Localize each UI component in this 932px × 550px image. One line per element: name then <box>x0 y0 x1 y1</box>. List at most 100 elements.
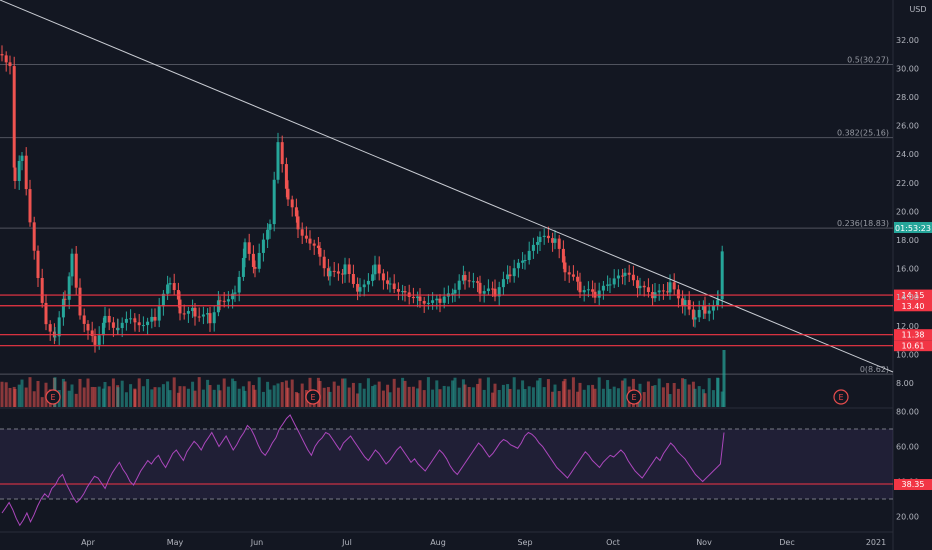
candle-body <box>141 325 145 327</box>
currency-text: USD <box>909 5 926 14</box>
volume-bar <box>286 387 290 407</box>
candle-body <box>247 242 251 254</box>
volume-bar <box>212 389 216 407</box>
earnings-marker-label: E <box>310 393 315 402</box>
volume-bar <box>426 377 430 407</box>
candle-body <box>358 287 362 292</box>
earnings-marker-circle <box>305 389 321 405</box>
candle-body <box>486 288 490 292</box>
rsi-axis-label: 20.00 <box>896 513 919 522</box>
candle-body <box>366 280 370 285</box>
candle-body <box>280 142 284 165</box>
volume-bar <box>407 386 411 407</box>
candle-body <box>451 293 455 295</box>
rsi-level-badge-text: 38.35 <box>902 480 925 489</box>
volume-bar <box>61 378 65 407</box>
volume-bar <box>523 389 527 407</box>
volume-bar <box>538 377 542 407</box>
candle-body <box>222 300 226 302</box>
candle-body <box>13 167 17 182</box>
candle-body <box>638 285 642 289</box>
rsi-pane[interactable] <box>0 414 893 527</box>
volume-bar <box>318 380 322 407</box>
volume-bar <box>17 384 21 407</box>
candle-body <box>567 272 571 275</box>
candle-body <box>0 54 4 56</box>
support-resistance-lines[interactable]: 14.15 13.40 11.38 10.61 <box>0 289 932 352</box>
price-axis[interactable]: 32.00 30.00 28.00 26.00 24.00 22.00 20.00 18.00… <box>896 36 919 388</box>
candle-body <box>137 322 141 326</box>
volume-bar <box>411 386 415 407</box>
candle-body <box>501 279 505 288</box>
candle-body <box>506 274 510 280</box>
candle-body <box>67 276 71 300</box>
earnings-marker[interactable]: E <box>626 389 642 405</box>
candle-body <box>457 280 461 290</box>
volume-bar <box>296 393 300 407</box>
candle-body <box>111 322 115 328</box>
volume-bar <box>86 378 90 407</box>
earnings-marker-circle <box>626 389 642 405</box>
volume-bar <box>388 392 392 407</box>
candle-body <box>261 239 265 253</box>
earnings-marker-label: E <box>50 393 55 402</box>
volume-bar <box>116 387 120 407</box>
time-axis[interactable]: Apr May Jun Jul Aug Sep Oct Nov Dec 2021 <box>81 538 886 547</box>
earnings-marker-circle <box>833 389 849 405</box>
candle-body <box>431 300 435 303</box>
trend-line[interactable] <box>0 0 894 373</box>
candle-body <box>392 283 396 290</box>
candle-body <box>396 289 400 292</box>
volume-bar <box>0 381 4 407</box>
candle-body <box>201 314 205 317</box>
candle-body <box>74 253 78 288</box>
candle-body <box>212 312 216 324</box>
candle-body <box>61 298 65 318</box>
volume-bar <box>703 393 707 407</box>
volume-bar <box>536 380 540 407</box>
earnings-marker-label: E <box>838 393 843 402</box>
candle-body <box>328 270 332 277</box>
volume-bar <box>247 381 251 407</box>
candle-body <box>8 62 12 67</box>
earnings-marker[interactable]: E <box>833 389 849 405</box>
candle-body <box>597 290 601 298</box>
candle-body <box>218 300 222 302</box>
candle-body <box>627 272 631 275</box>
candle-body <box>193 307 197 317</box>
candle-body <box>157 306 161 321</box>
time-axis-label: Jul <box>341 538 352 547</box>
earnings-marker-label: E <box>631 393 636 402</box>
candle-body <box>32 222 36 251</box>
volume-bar <box>276 383 280 407</box>
volume-bar <box>438 389 442 407</box>
current-price-badge-bg <box>894 222 932 233</box>
volume-bar <box>153 387 157 407</box>
candle-body <box>586 289 590 291</box>
candle-body <box>536 242 540 245</box>
candle-body <box>103 315 107 323</box>
candle-body <box>53 336 57 338</box>
volume-bar <box>463 384 467 407</box>
volume-bar <box>691 381 695 407</box>
earnings-marker[interactable]: E <box>45 389 61 405</box>
volume-bar <box>124 392 128 407</box>
volume-bar <box>386 384 390 407</box>
volume-bar <box>82 387 86 407</box>
volume-bar <box>107 386 111 407</box>
volume-bar <box>651 385 655 407</box>
candle-body <box>178 299 182 314</box>
candle-body <box>557 238 561 249</box>
candle-body <box>312 243 316 246</box>
volume-bar <box>28 377 32 407</box>
volume-bar <box>373 384 377 407</box>
volume-bar <box>191 381 195 407</box>
fib-retracement[interactable]: 0.5(30.27) 0.382(25.16) 0.236(18.83) 0(8.62… <box>0 56 893 375</box>
fib-level-label: 0(8.62) <box>860 365 889 374</box>
candle-body <box>527 250 531 261</box>
volume-bar <box>326 387 330 407</box>
earnings-marker[interactable]: E <box>305 389 321 405</box>
time-axis-label: 2021 <box>866 538 886 547</box>
candle-body <box>253 267 257 269</box>
